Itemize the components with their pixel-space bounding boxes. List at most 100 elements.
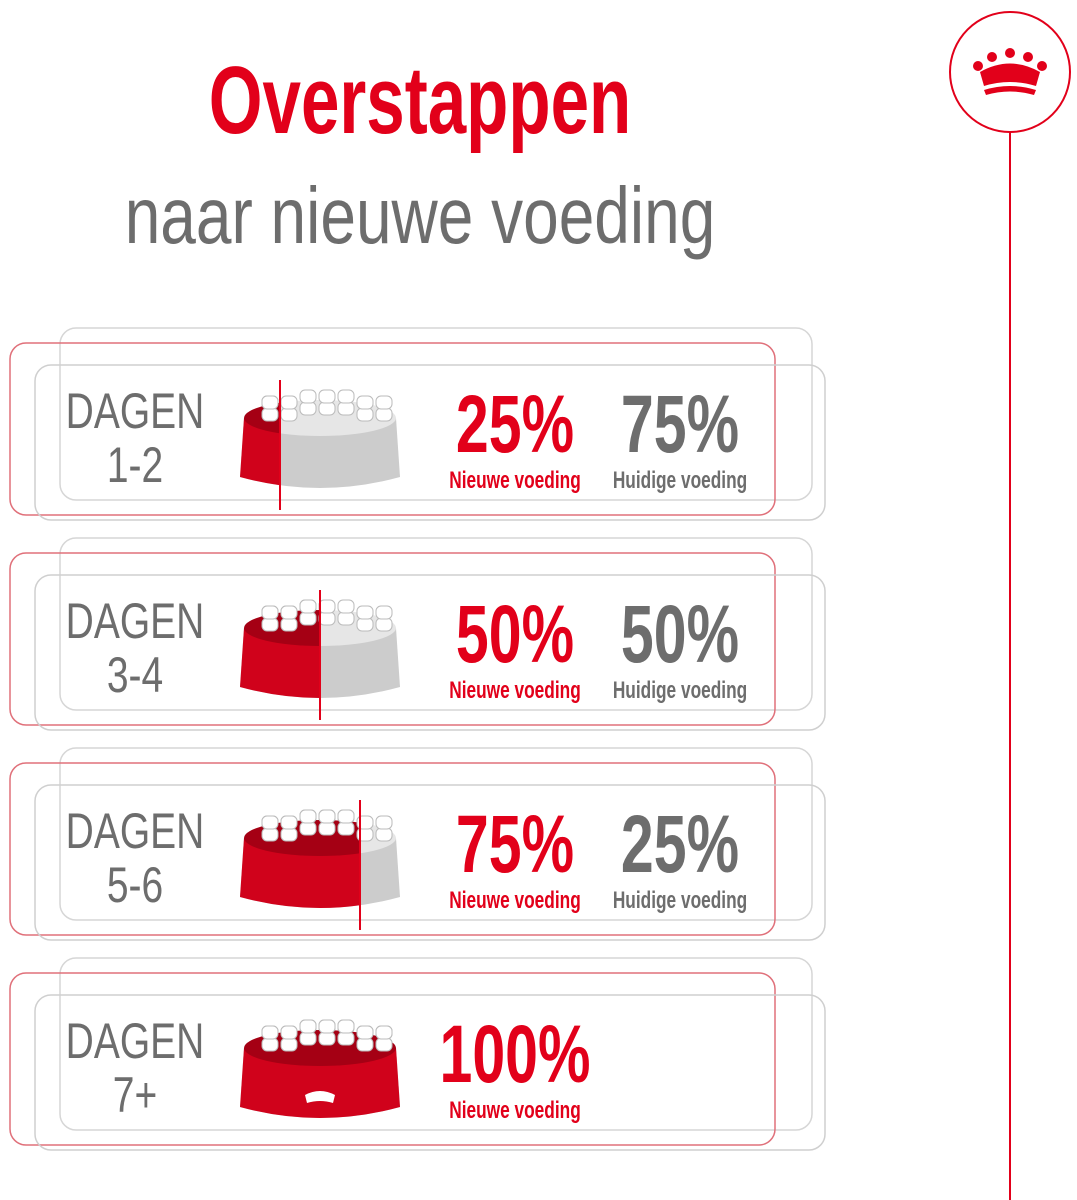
kibble-piece (318, 389, 336, 404)
card-front (34, 574, 826, 731)
kibble-piece (337, 599, 355, 614)
kibble-piece (280, 605, 298, 620)
bowl-rim (244, 400, 396, 436)
kibble-piece (280, 827, 298, 842)
kibble-piece (337, 809, 355, 824)
current-label-group: Huidige voeding (613, 467, 747, 493)
kibble-piece (318, 401, 336, 416)
days-label-group: DAGEN (66, 1012, 205, 1069)
kibble-piece (318, 1031, 336, 1046)
kibble-piece (261, 827, 279, 842)
current-label: Huidige voeding (613, 467, 747, 493)
current-percent: 75% (621, 379, 739, 471)
kibble-piece (337, 1019, 355, 1034)
card-front (34, 364, 826, 521)
kibble-piece (280, 395, 298, 410)
kibble-piece (318, 1019, 336, 1034)
kibble-piece (261, 1025, 279, 1040)
bowl-part (240, 395, 280, 486)
kibble-piece (318, 599, 336, 614)
new-label: Nieuwe voeding (449, 1097, 581, 1123)
kibble-piece (337, 389, 355, 404)
days-label-group: DAGEN (66, 592, 205, 649)
card-back (59, 747, 813, 921)
kibble-piece (356, 617, 374, 632)
card-front (34, 784, 826, 941)
current-label-group: Huidige voeding (613, 677, 747, 703)
new-label-group: Nieuwe voeding (449, 677, 581, 703)
kibble-piece (337, 821, 355, 836)
new-label-group: Nieuwe voeding (449, 1097, 581, 1123)
kibble-piece (375, 827, 393, 842)
current-label-group: Huidige voeding (613, 887, 747, 913)
kibble (261, 809, 360, 842)
kibble-piece (375, 1025, 393, 1040)
card-front (34, 994, 826, 1151)
card-back (59, 327, 813, 501)
kibble-piece (356, 395, 374, 410)
new-percent-group: 75% (456, 799, 574, 891)
kibble-piece (261, 395, 279, 410)
card-red (9, 972, 776, 1146)
kibble-piece (375, 407, 393, 422)
current-percent: 25% (621, 799, 739, 891)
kibble-piece (337, 401, 355, 416)
new-label-group: Nieuwe voeding (449, 887, 581, 913)
kibble-piece (356, 605, 374, 620)
kibble-piece (318, 821, 336, 836)
card-back (59, 957, 813, 1131)
days: 3-4 (107, 646, 163, 703)
days: 1-2 (107, 436, 163, 493)
bowl-rim (244, 1030, 396, 1066)
card-red (9, 342, 776, 516)
current-percent-group: 25% (621, 799, 739, 891)
kibble-piece (375, 605, 393, 620)
kibble-piece (356, 407, 374, 422)
days-label: DAGEN (66, 802, 205, 859)
new-label: Nieuwe voeding (449, 887, 581, 913)
new-percent: 25% (456, 379, 574, 471)
bowl-body (240, 418, 280, 486)
days: 5-6 (107, 856, 163, 913)
crown-shape (305, 1091, 335, 1103)
kibble (261, 1019, 393, 1052)
kibble-piece (318, 611, 336, 626)
kibble-piece (299, 389, 317, 404)
days-label: DAGEN (66, 1012, 205, 1069)
new-percent-group: 50% (456, 589, 574, 681)
kibble-piece (299, 599, 317, 614)
kibble-piece (318, 809, 336, 824)
kibble-piece (299, 611, 317, 626)
kibble-piece (280, 617, 298, 632)
kibble-piece (261, 1037, 279, 1052)
bowl-body (240, 1048, 400, 1118)
bowl-part (240, 809, 360, 908)
kibble-piece (299, 821, 317, 836)
kibble-piece (280, 1025, 298, 1040)
subtitle: naar nieuwe voeding (125, 171, 716, 260)
days-label: DAGEN (66, 592, 205, 649)
bowl-body (240, 628, 320, 698)
bowl-crown (305, 1091, 335, 1103)
new-percent-group: 25% (456, 379, 574, 471)
current-percent-group: 75% (621, 379, 739, 471)
new-percent: 50% (456, 589, 574, 681)
kibble-piece (356, 1037, 374, 1052)
title: Overstappen (209, 46, 631, 154)
bowl-part (240, 1019, 400, 1118)
new-percent: 75% (456, 799, 574, 891)
new-percent-group: 100% (440, 1009, 591, 1101)
days-group: 5-6 (107, 856, 163, 913)
new-percent: 100% (440, 1009, 591, 1101)
kibble-piece (356, 1025, 374, 1040)
kibble-piece (261, 617, 279, 632)
current-percent-group: 50% (621, 589, 739, 681)
kibble-piece (375, 617, 393, 632)
days-label: DAGEN (66, 382, 205, 439)
current-label: Huidige voeding (613, 677, 747, 703)
days-label-group: DAGEN (66, 802, 205, 859)
current-label: Huidige voeding (613, 887, 747, 913)
kibble-piece (261, 407, 279, 422)
kibble-piece (299, 1019, 317, 1034)
